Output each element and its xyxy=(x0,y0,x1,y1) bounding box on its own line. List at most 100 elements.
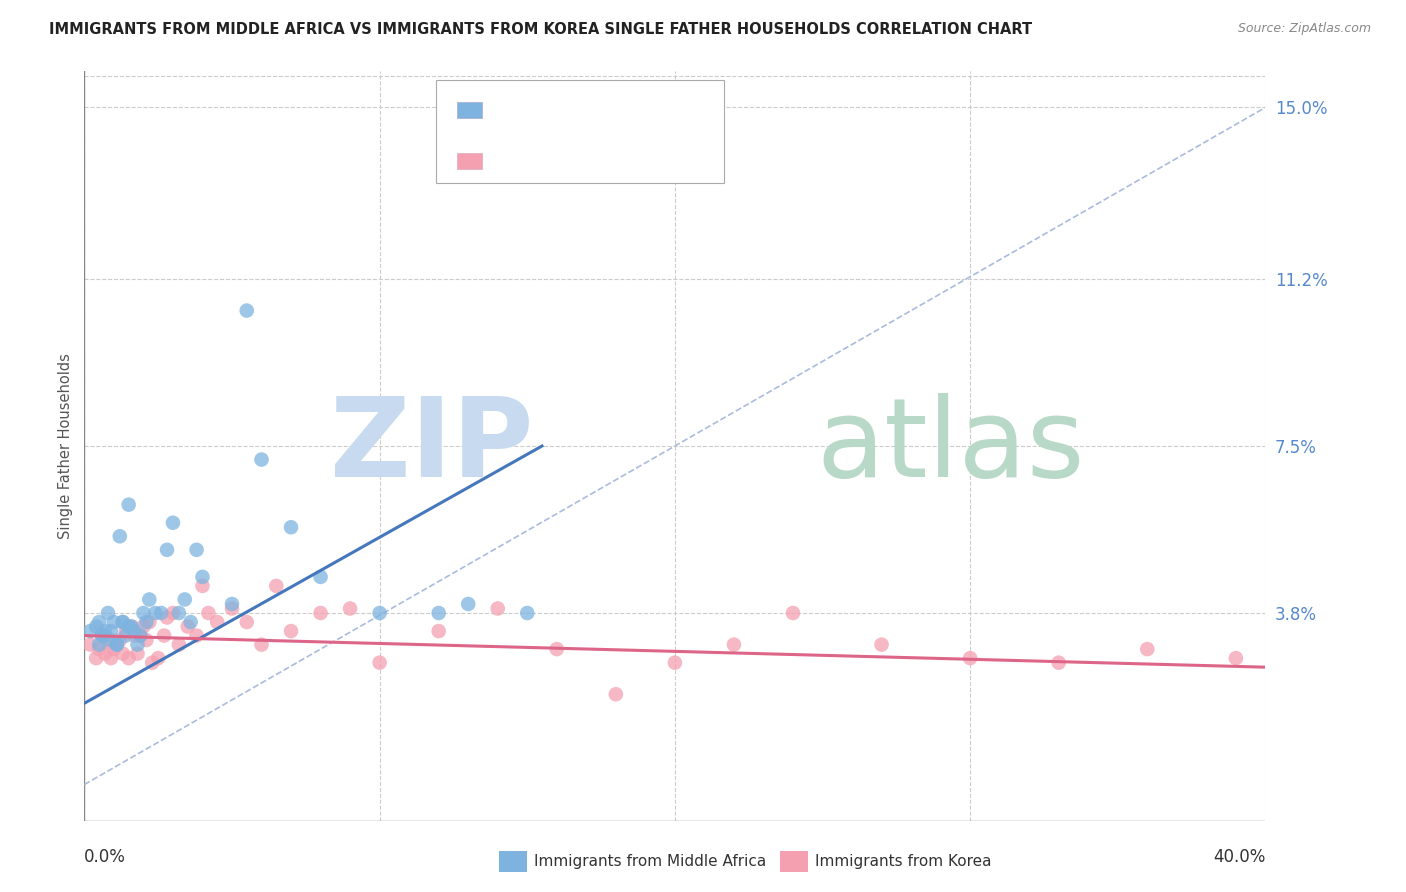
Point xyxy=(94,647,117,661)
Point xyxy=(236,615,259,629)
Point xyxy=(118,651,141,665)
Point xyxy=(129,629,152,643)
Point xyxy=(132,606,155,620)
Point xyxy=(91,629,114,643)
Point xyxy=(108,529,131,543)
Point xyxy=(105,638,128,652)
Point xyxy=(114,624,136,638)
Point xyxy=(1136,642,1159,657)
Point xyxy=(111,647,134,661)
Point xyxy=(148,651,170,665)
Point xyxy=(135,633,157,648)
Point xyxy=(79,624,101,638)
Point xyxy=(156,542,179,557)
Point xyxy=(141,656,163,670)
Point xyxy=(143,606,166,620)
Point xyxy=(97,606,120,620)
Point xyxy=(94,624,117,638)
Point xyxy=(108,633,131,648)
Point xyxy=(118,619,141,633)
Point xyxy=(100,633,122,648)
Point xyxy=(191,570,214,584)
Point xyxy=(368,656,391,670)
Point xyxy=(516,606,538,620)
Point xyxy=(162,606,184,620)
Text: R = -0.107: R = -0.107 xyxy=(489,156,571,171)
Point xyxy=(177,619,200,633)
Point xyxy=(280,624,302,638)
Point xyxy=(870,638,893,652)
Point xyxy=(105,638,128,652)
Point xyxy=(84,651,107,665)
Point xyxy=(94,629,117,643)
Point xyxy=(138,592,160,607)
Point xyxy=(103,642,125,657)
Text: 40.0%: 40.0% xyxy=(1213,847,1265,866)
Point xyxy=(782,606,804,620)
Point xyxy=(129,629,152,643)
Point xyxy=(197,606,219,620)
Point xyxy=(105,638,128,652)
Point xyxy=(723,638,745,652)
Point xyxy=(250,452,273,467)
Point xyxy=(339,601,361,615)
Point xyxy=(87,642,111,657)
Point xyxy=(100,651,122,665)
Point xyxy=(87,615,111,629)
Point xyxy=(124,624,146,638)
Text: N = 44: N = 44 xyxy=(605,103,658,118)
Point xyxy=(221,601,243,615)
Text: Source: ZipAtlas.com: Source: ZipAtlas.com xyxy=(1237,22,1371,36)
Point xyxy=(87,638,111,652)
Point xyxy=(427,624,450,638)
Point xyxy=(186,629,208,643)
Y-axis label: Single Father Households: Single Father Households xyxy=(58,353,73,539)
Point xyxy=(309,606,332,620)
Text: IMMIGRANTS FROM MIDDLE AFRICA VS IMMIGRANTS FROM KOREA SINGLE FATHER HOUSEHOLDS : IMMIGRANTS FROM MIDDLE AFRICA VS IMMIGRA… xyxy=(49,22,1032,37)
Point xyxy=(121,619,143,633)
Point xyxy=(664,656,686,670)
Point xyxy=(186,542,208,557)
Point xyxy=(156,610,179,624)
Point xyxy=(111,615,134,629)
Point xyxy=(135,615,157,629)
Text: Immigrants from Middle Africa: Immigrants from Middle Africa xyxy=(534,855,766,869)
Point xyxy=(167,606,190,620)
Point xyxy=(132,619,155,633)
Point xyxy=(167,638,190,652)
Text: N =  51: N = 51 xyxy=(605,156,662,171)
Point xyxy=(153,629,176,643)
Point xyxy=(280,520,302,534)
Point xyxy=(91,629,114,643)
Point xyxy=(191,579,214,593)
Point xyxy=(221,597,243,611)
Point xyxy=(457,597,479,611)
Point xyxy=(1225,651,1247,665)
Point xyxy=(127,647,149,661)
Point xyxy=(121,619,143,633)
Point xyxy=(150,606,173,620)
Text: ZIP: ZIP xyxy=(330,392,533,500)
Point xyxy=(124,629,146,643)
Point xyxy=(1047,656,1070,670)
Point xyxy=(180,615,202,629)
Point xyxy=(309,570,332,584)
Point xyxy=(97,633,120,648)
Point xyxy=(138,615,160,629)
Point xyxy=(111,615,134,629)
Point xyxy=(207,615,229,629)
Point xyxy=(959,651,981,665)
Point xyxy=(605,687,627,701)
Point xyxy=(103,615,125,629)
Point xyxy=(546,642,568,657)
Point xyxy=(250,638,273,652)
Text: atlas: atlas xyxy=(817,392,1085,500)
Point xyxy=(486,601,509,615)
Point xyxy=(173,592,195,607)
Point xyxy=(100,624,122,638)
Point xyxy=(236,303,259,318)
Text: 0.0%: 0.0% xyxy=(84,847,127,866)
Point xyxy=(118,498,141,512)
Point xyxy=(79,638,101,652)
Point xyxy=(266,579,288,593)
